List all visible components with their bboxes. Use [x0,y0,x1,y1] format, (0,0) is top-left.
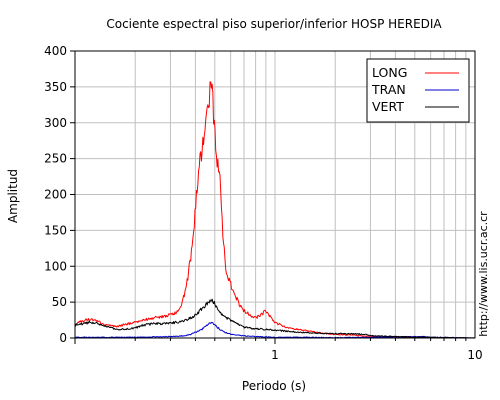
y-tick-label: 250 [44,152,67,166]
y-tick-label: 400 [44,44,67,58]
y-tick-label: 350 [44,80,67,94]
y-tick-label: 150 [44,223,67,237]
y-axis-title: Amplitud [6,169,20,223]
x-tick-label: 1 [271,348,279,362]
legend-label-tran: TRAN [371,82,406,97]
x-tick-label: 10 [467,348,482,362]
watermark-url: http://www.lis.ucr.ac.cr [477,211,490,337]
y-tick-label: 300 [44,116,67,130]
legend-label-long: LONG [372,65,407,80]
chart-title: Cociente espectral piso superior/inferio… [106,17,442,31]
tick-layer: 0 50 100 150 200 250 300 350 400 1 10 [44,44,483,362]
y-tick-label: 50 [52,295,67,309]
y-tick-label: 0 [59,331,67,345]
x-axis-title: Periodo (s) [242,379,306,393]
legend: LONG TRAN VERT [366,58,470,123]
series-line-vert [74,298,475,339]
y-tick-label: 100 [44,259,67,273]
legend-box [366,58,470,123]
legend-label-vert: VERT [372,99,404,114]
y-tick-label: 200 [44,188,67,202]
